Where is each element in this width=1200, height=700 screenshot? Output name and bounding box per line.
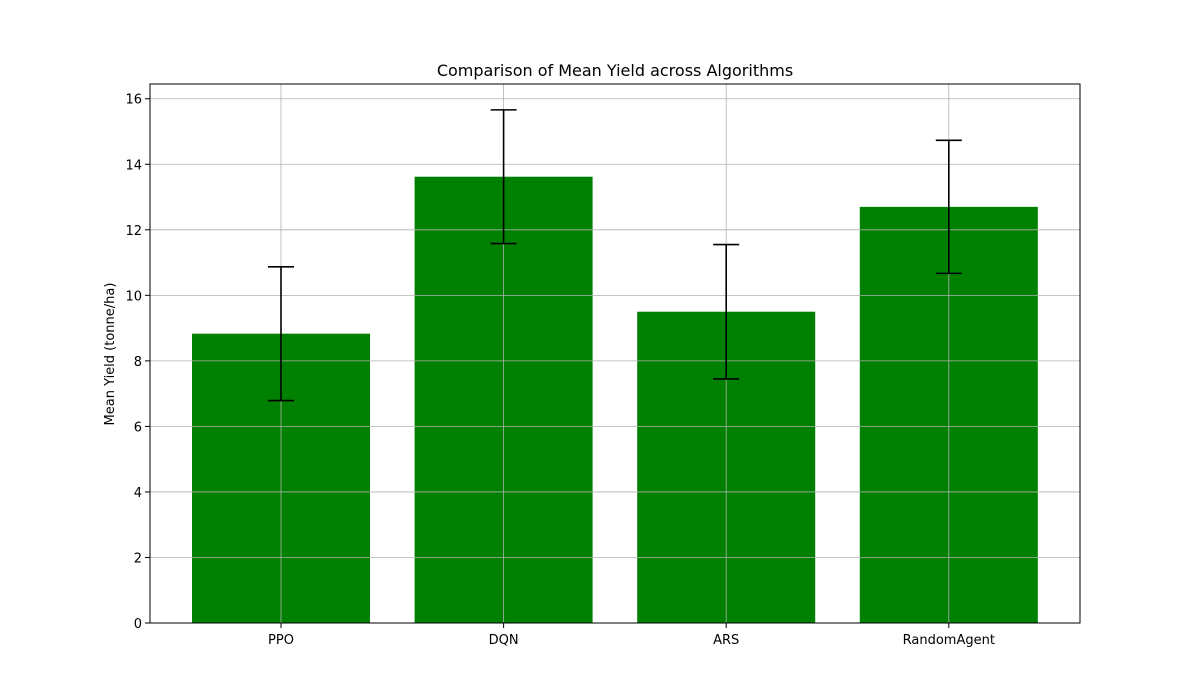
y-axis-label: Mean Yield (tonne/ha) xyxy=(103,283,118,426)
chart-title: Comparison of Mean Yield across Algorith… xyxy=(437,61,793,80)
y-tick-label: 10 xyxy=(125,289,142,304)
y-tick-label: 16 xyxy=(125,93,142,108)
plot-frame xyxy=(149,83,1081,624)
y-tick-label: 2 xyxy=(134,551,142,566)
y-tick-label: 12 xyxy=(125,224,142,239)
x-tick-label: ARS xyxy=(713,633,739,648)
x-tick-label: PPO xyxy=(268,633,294,648)
y-tick-label: 0 xyxy=(134,617,142,632)
y-tick-label: 14 xyxy=(125,158,142,173)
y-tick-label: 6 xyxy=(134,420,142,435)
x-tick-label: RandomAgent xyxy=(903,633,995,648)
y-tick-label: 8 xyxy=(134,355,142,370)
plot-area: 0 2 4 6 8 10 12 14 16 PPO DQN ARS RandomAgent xyxy=(125,83,1081,648)
x-tick-label: DQN xyxy=(489,633,519,648)
y-tick-label: 4 xyxy=(134,486,142,501)
